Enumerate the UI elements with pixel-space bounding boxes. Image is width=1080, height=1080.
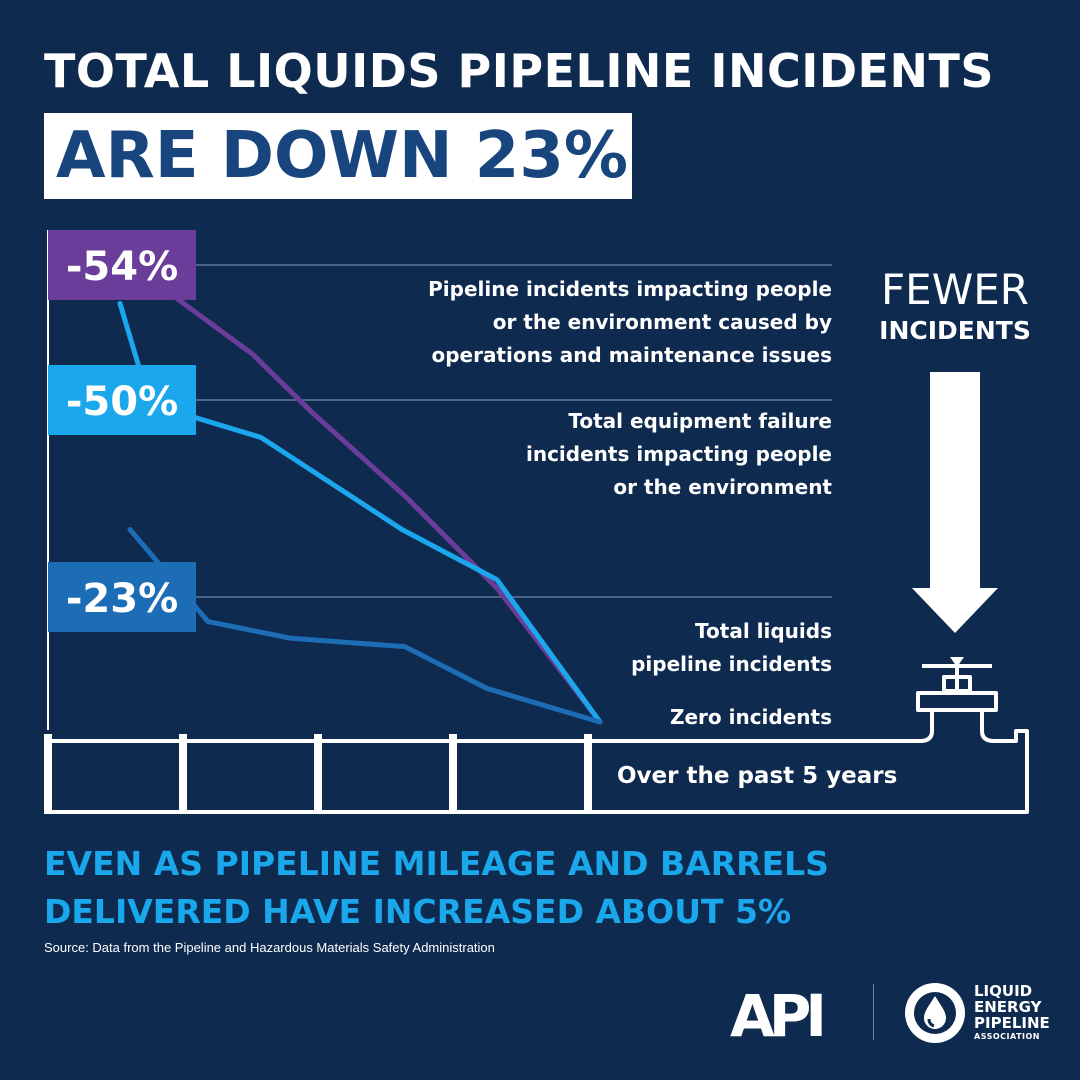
headline-line-2: ARE DOWN 23% — [56, 119, 628, 193]
valve-body — [942, 675, 972, 693]
series-badge — [48, 365, 196, 435]
series-label-line: incidents impacting people — [526, 442, 832, 466]
svg-text:API: API — [730, 982, 822, 1042]
headline-line-1: TOTAL LIQUIDS PIPELINE INCIDENTS — [44, 44, 994, 98]
down-arrow-icon — [912, 372, 998, 633]
incident-trend-chart: -54% -50% -23% Pipeline incidents impactin… — [44, 230, 1031, 814]
valve-knob-icon — [950, 657, 964, 667]
api-logo: API — [730, 982, 828, 1042]
series-badge — [48, 230, 196, 300]
chart-series-badges: -54% -50% -23% — [48, 230, 196, 632]
source-note: Source: Data from the Pipeline and Hazar… — [44, 940, 495, 955]
fewer-label: FEWER — [881, 265, 1029, 314]
series-badge — [48, 562, 196, 632]
series-label-line: Total equipment failure — [568, 409, 832, 433]
series-badge-label: -50% — [66, 379, 178, 425]
series-label-line: or the environment caused by — [493, 310, 832, 334]
series-badge-label: -54% — [66, 244, 178, 290]
series-badge-label: -23% — [66, 576, 178, 622]
valve-flange — [916, 691, 998, 712]
series-label-line: Pipeline incidents impacting people — [428, 277, 832, 301]
series-label-line: Total liquids — [695, 619, 832, 643]
baseline-label: Zero incidents — [670, 705, 832, 729]
lepa-wordmark: LIQUID ENERGY PIPELINE ASSOCIATION — [974, 982, 1050, 1041]
pipe-timeline — [44, 664, 1029, 814]
series-label-line: pipeline incidents — [631, 652, 832, 676]
lepa-drop-logo — [905, 983, 965, 1043]
subhead-line-2: DELIVERED HAVE INCREASED ABOUT 5% — [44, 892, 792, 931]
incidents-label: INCIDENTS — [879, 316, 1031, 345]
pipe-top-edge — [44, 711, 934, 743]
pipe-bottom-edge — [44, 711, 1029, 814]
x-axis-label: Over the past 5 years — [617, 763, 897, 789]
pipe-year-ticks — [44, 734, 592, 814]
series-label-line: operations and maintenance issues — [431, 343, 832, 367]
series-label-line: or the environment — [613, 475, 832, 499]
subhead: EVEN AS PIPELINE MILEAGE AND BARRELS DEL… — [44, 840, 829, 936]
headline-highlight-box — [44, 113, 632, 199]
logo-divider — [873, 984, 874, 1040]
subhead-line-1: EVEN AS PIPELINE MILEAGE AND BARRELS — [44, 844, 829, 883]
chart-series-lines — [117, 267, 603, 725]
chart-series-labels: Pipeline incidents impacting people or th… — [428, 277, 832, 676]
series-line — [135, 267, 603, 725]
